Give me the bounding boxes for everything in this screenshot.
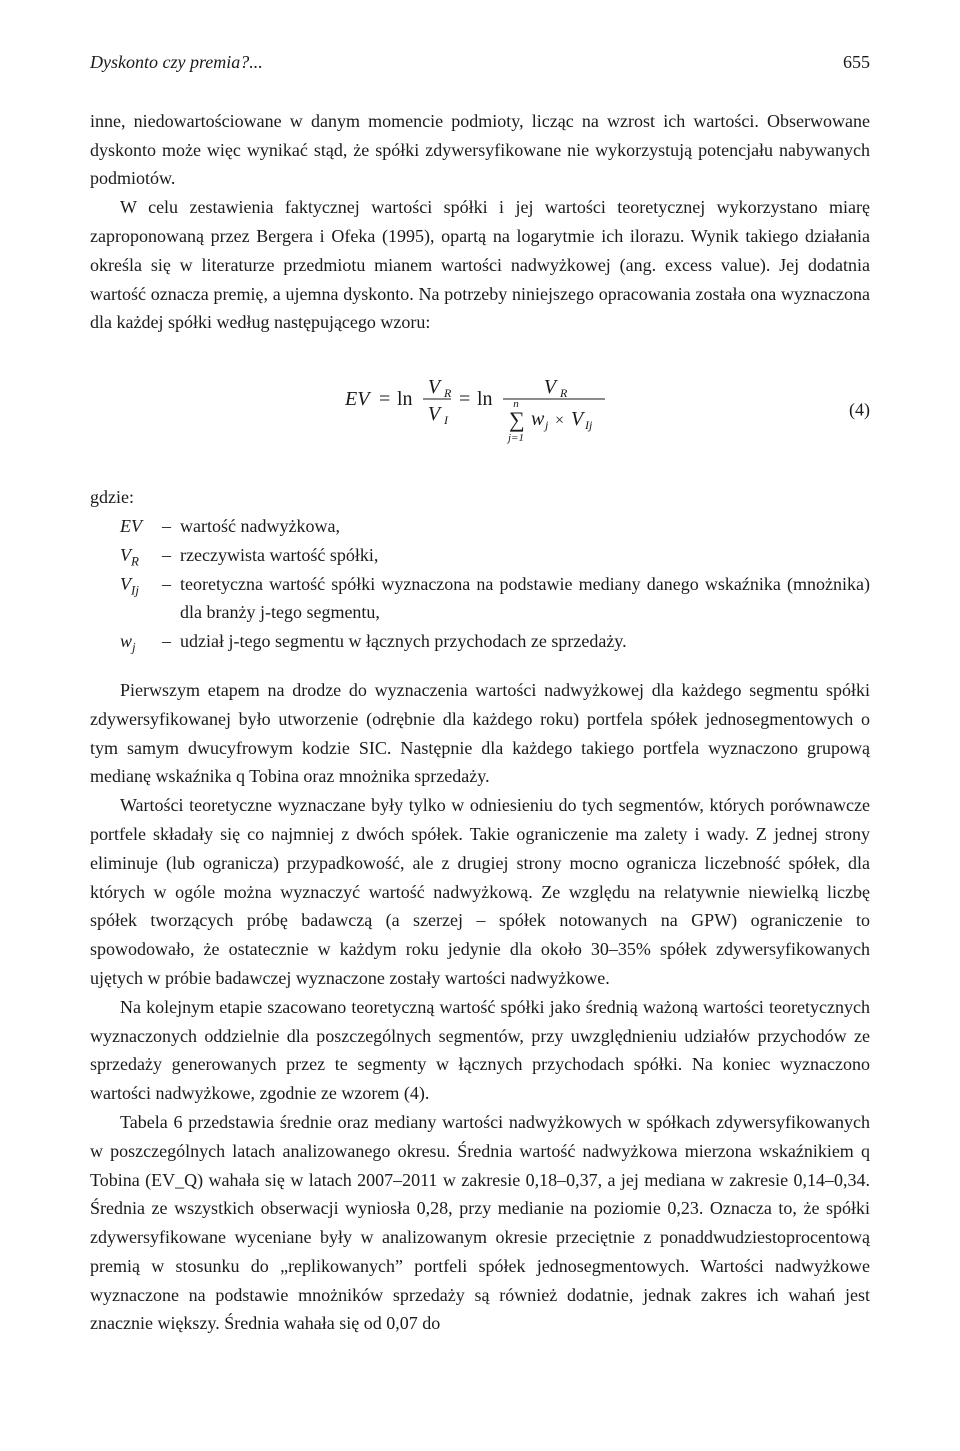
paragraph-2: W celu zestawienia faktycznej wartości s… bbox=[90, 193, 870, 337]
paragraph-6: Tabela 6 przedstawia średnie oraz median… bbox=[90, 1108, 870, 1338]
svg-text:∑: ∑ bbox=[509, 407, 525, 432]
definition-item: EV–wartość nadwyżkowa, bbox=[90, 512, 870, 541]
equation-4-label: (4) bbox=[849, 396, 870, 425]
svg-text:V: V bbox=[428, 403, 443, 425]
svg-text:Ij: Ij bbox=[584, 418, 593, 432]
definition-symbol: EV bbox=[120, 512, 162, 541]
svg-text:R: R bbox=[443, 386, 452, 400]
equation-4-svg: EV=lnVRVI=lnVRn∑j=1wj×VIj bbox=[345, 365, 615, 455]
svg-text:R: R bbox=[559, 386, 568, 400]
svg-text:=: = bbox=[379, 388, 390, 410]
running-head: Dyskonto czy premia?... 655 bbox=[90, 48, 870, 77]
definition-item: VR–rzeczywista wartość spółki, bbox=[90, 541, 870, 570]
definition-item: VIj–teoretyczna wartość spółki wyznaczon… bbox=[90, 570, 870, 628]
definition-item: wj–udział j-tego segmentu w łącznych prz… bbox=[90, 627, 870, 656]
definition-text: rzeczywista wartość spółki, bbox=[180, 541, 870, 570]
svg-text:×: × bbox=[555, 412, 564, 429]
running-title: Dyskonto czy premia?... bbox=[90, 48, 263, 77]
svg-text:ln: ln bbox=[397, 388, 413, 410]
definition-head: gdzie: bbox=[90, 483, 870, 512]
paragraph-4: Wartości teoretyczne wyznaczane były tyl… bbox=[90, 791, 870, 993]
definition-text: wartość nadwyżkowa, bbox=[180, 512, 870, 541]
definition-list: gdzie: EV–wartość nadwyżkowa,VR–rzeczywi… bbox=[90, 483, 870, 656]
definition-dash: – bbox=[162, 512, 180, 541]
definition-dash: – bbox=[162, 541, 180, 570]
svg-text:j=1: j=1 bbox=[506, 432, 524, 444]
paragraph-3: Pierwszym etapem na drodze do wyznaczeni… bbox=[90, 676, 870, 791]
svg-text:=: = bbox=[459, 388, 470, 410]
paragraph-5: Na kolejnym etapie szacowano teoretyczną… bbox=[90, 993, 870, 1108]
equation-4: EV=lnVRVI=lnVRn∑j=1wj×VIj (4) bbox=[90, 365, 870, 455]
page-number: 655 bbox=[843, 48, 870, 77]
definition-dash: – bbox=[162, 627, 180, 656]
svg-text:V: V bbox=[428, 376, 443, 398]
svg-text:I: I bbox=[443, 413, 449, 427]
definition-symbol: VR bbox=[120, 541, 162, 570]
definition-symbol: VIj bbox=[120, 570, 162, 628]
svg-text:EV: EV bbox=[345, 388, 372, 410]
paragraph-1: inne, niedowartościowane w danym momenci… bbox=[90, 107, 870, 193]
svg-text:V: V bbox=[544, 376, 559, 398]
definition-dash: – bbox=[162, 570, 180, 628]
svg-text:V: V bbox=[571, 408, 586, 430]
svg-text:ln: ln bbox=[477, 388, 493, 410]
definition-symbol: wj bbox=[120, 627, 162, 656]
definition-text: udział j-tego segmentu w łącznych przych… bbox=[180, 627, 870, 656]
definition-text: teoretyczna wartość spółki wyznaczona na… bbox=[180, 570, 870, 628]
svg-text:w: w bbox=[531, 408, 545, 430]
